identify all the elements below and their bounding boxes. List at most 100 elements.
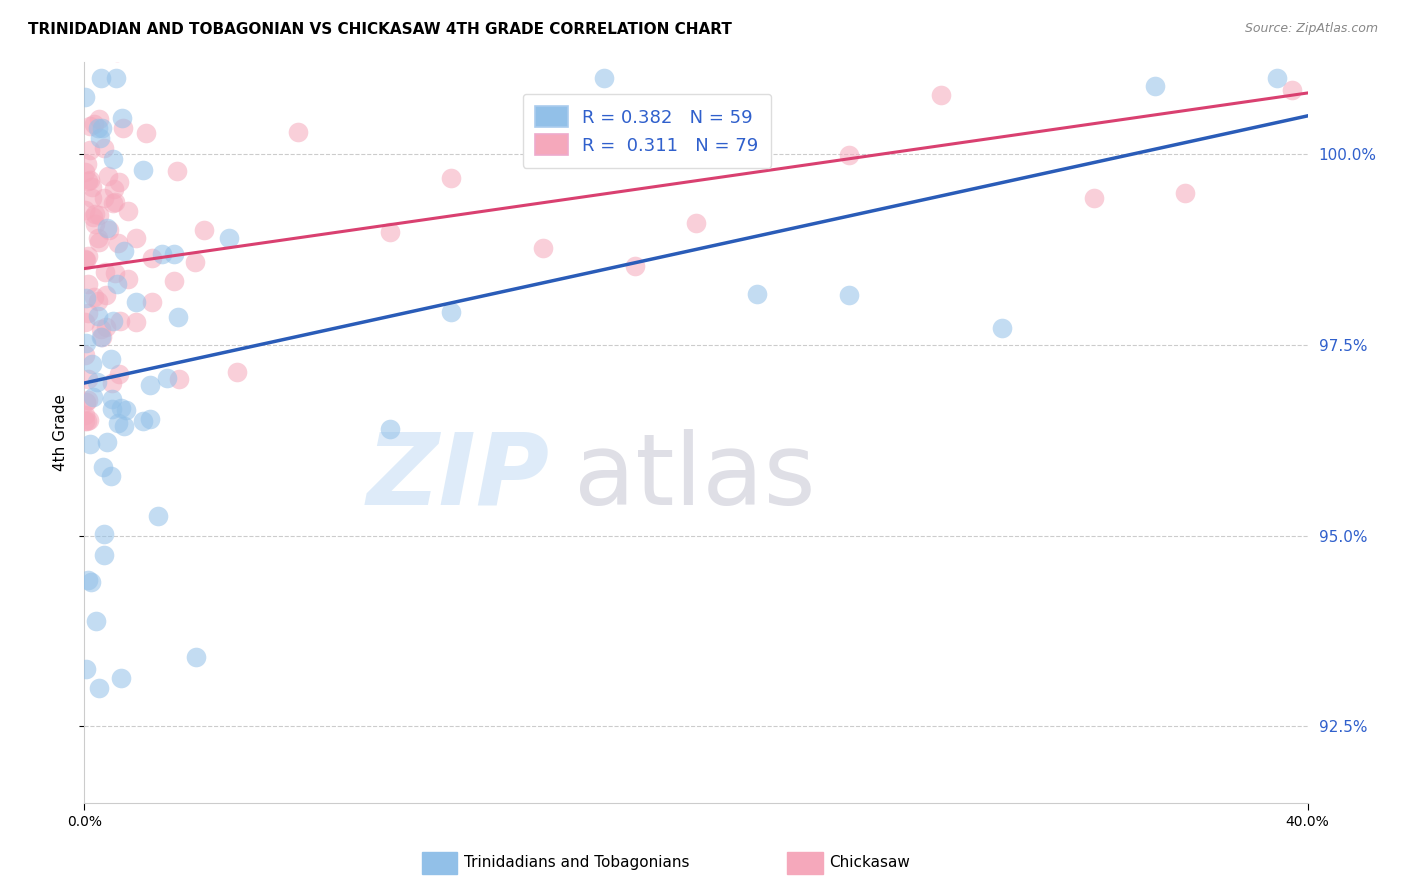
Point: [125, 230, 148, 244]
Point: [96, 220, 118, 235]
Point: [101, 402, 124, 417]
Point: [73, 252, 96, 267]
Point: [104, 266, 127, 280]
Point: [380, 225, 402, 239]
Legend: R = 0.382   N = 59, R =  0.311   N = 79: R = 0.382 N = 59, R = 0.311 N = 79: [523, 94, 772, 168]
Point: [111, 121, 134, 136]
Point: [167, 372, 190, 386]
Point: [107, 367, 129, 381]
Point: [89, 131, 111, 145]
Point: [90, 70, 112, 85]
Point: [163, 274, 186, 288]
Point: [84, 615, 107, 629]
Text: Trinidadians and Tobagonians: Trinidadians and Tobagonians: [464, 855, 689, 870]
Text: TRINIDADIAN AND TOBAGONIAN VS CHICKASAW 4TH GRADE CORRELATION CHART: TRINIDADIAN AND TOBAGONIAN VS CHICKASAW …: [28, 22, 733, 37]
Point: [103, 182, 125, 196]
Point: [117, 204, 139, 219]
Point: [226, 365, 249, 379]
Text: Chickasaw: Chickasaw: [830, 855, 911, 870]
Point: [82, 179, 104, 194]
Point: [97, 169, 120, 183]
Point: [79, 119, 101, 133]
Point: [87, 681, 110, 696]
Point: [76, 277, 98, 292]
Point: [96, 319, 118, 334]
Point: [80, 191, 103, 205]
Point: [93, 548, 115, 562]
Point: [96, 288, 118, 302]
Point: [125, 294, 148, 309]
Point: [139, 412, 162, 426]
Point: [624, 259, 647, 273]
Point: [112, 419, 135, 434]
Point: [82, 210, 104, 224]
Point: [87, 208, 110, 222]
Point: [76, 372, 98, 386]
Point: [73, 90, 96, 104]
Point: [747, 132, 769, 146]
Point: [90, 330, 112, 344]
Point: [117, 272, 139, 286]
Point: [79, 143, 101, 157]
Point: [163, 246, 186, 260]
Point: [93, 191, 115, 205]
Point: [101, 392, 124, 406]
Point: [73, 348, 96, 362]
Point: [76, 393, 98, 408]
Point: [141, 294, 163, 309]
Point: [96, 435, 118, 450]
Point: [166, 163, 188, 178]
Point: [89, 112, 111, 127]
Point: [139, 378, 162, 392]
Point: [108, 176, 131, 190]
Point: [124, 315, 146, 329]
Point: [80, 575, 103, 590]
Point: [86, 376, 108, 390]
Point: [685, 217, 707, 231]
Point: [1281, 83, 1303, 97]
Point: [87, 294, 110, 309]
Point: [83, 290, 105, 304]
Text: Source: ZipAtlas.com: Source: ZipAtlas.com: [1244, 22, 1378, 36]
Point: [747, 286, 769, 301]
Point: [93, 526, 115, 541]
Point: [93, 141, 115, 155]
Point: [73, 408, 96, 422]
Point: [83, 117, 105, 131]
Point: [76, 157, 98, 171]
Point: [87, 120, 110, 135]
Point: [76, 174, 98, 188]
Point: [110, 671, 132, 685]
Point: [184, 650, 207, 665]
Point: [101, 376, 124, 391]
Point: [75, 253, 97, 268]
Point: [79, 436, 101, 450]
Point: [87, 235, 110, 249]
Point: [91, 460, 114, 475]
Point: [83, 218, 105, 232]
Point: [838, 148, 860, 162]
Point: [141, 252, 163, 266]
Point: [991, 32, 1014, 46]
Y-axis label: 4th Grade: 4th Grade: [53, 394, 69, 471]
Point: [111, 111, 134, 125]
Point: [105, 277, 128, 291]
Text: ZIP: ZIP: [366, 428, 550, 525]
Point: [91, 120, 114, 135]
Point: [440, 170, 463, 185]
Point: [107, 236, 129, 251]
Point: [75, 292, 97, 306]
Point: [991, 321, 1014, 335]
Point: [287, 125, 309, 139]
Point: [87, 231, 110, 245]
Point: [107, 416, 129, 430]
Point: [90, 329, 112, 343]
Point: [75, 395, 97, 409]
Point: [593, 70, 616, 85]
Point: [82, 390, 104, 404]
Point: [685, 96, 707, 111]
Point: [73, 414, 96, 428]
Point: [101, 314, 124, 328]
Point: [114, 402, 136, 417]
Point: [100, 469, 122, 483]
